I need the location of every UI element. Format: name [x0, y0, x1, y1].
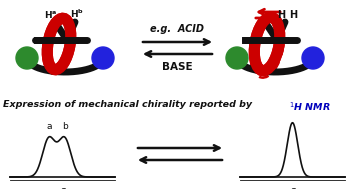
Text: H: H: [277, 10, 285, 20]
Text: H: H: [289, 10, 297, 20]
Text: $\mathbf{H}^{\mathbf{b}}$: $\mathbf{H}^{\mathbf{b}}$: [70, 8, 84, 20]
Text: $\mathbf{H}^{\mathbf{a}}$: $\mathbf{H}^{\mathbf{a}}$: [44, 9, 58, 20]
Text: Expression of mechanical chirality reported by: Expression of mechanical chirality repor…: [3, 100, 256, 109]
Circle shape: [302, 47, 324, 69]
Text: a: a: [46, 122, 51, 131]
Text: $^{1}$H NMR: $^{1}$H NMR: [289, 100, 331, 113]
Circle shape: [92, 47, 114, 69]
Text: $\delta$: $\delta$: [58, 186, 66, 189]
Text: b: b: [62, 122, 68, 131]
Text: e.g.  ACID: e.g. ACID: [150, 24, 204, 34]
Text: $\delta$: $\delta$: [288, 186, 296, 189]
Circle shape: [226, 47, 248, 69]
Text: BASE: BASE: [162, 62, 192, 72]
Circle shape: [16, 47, 38, 69]
